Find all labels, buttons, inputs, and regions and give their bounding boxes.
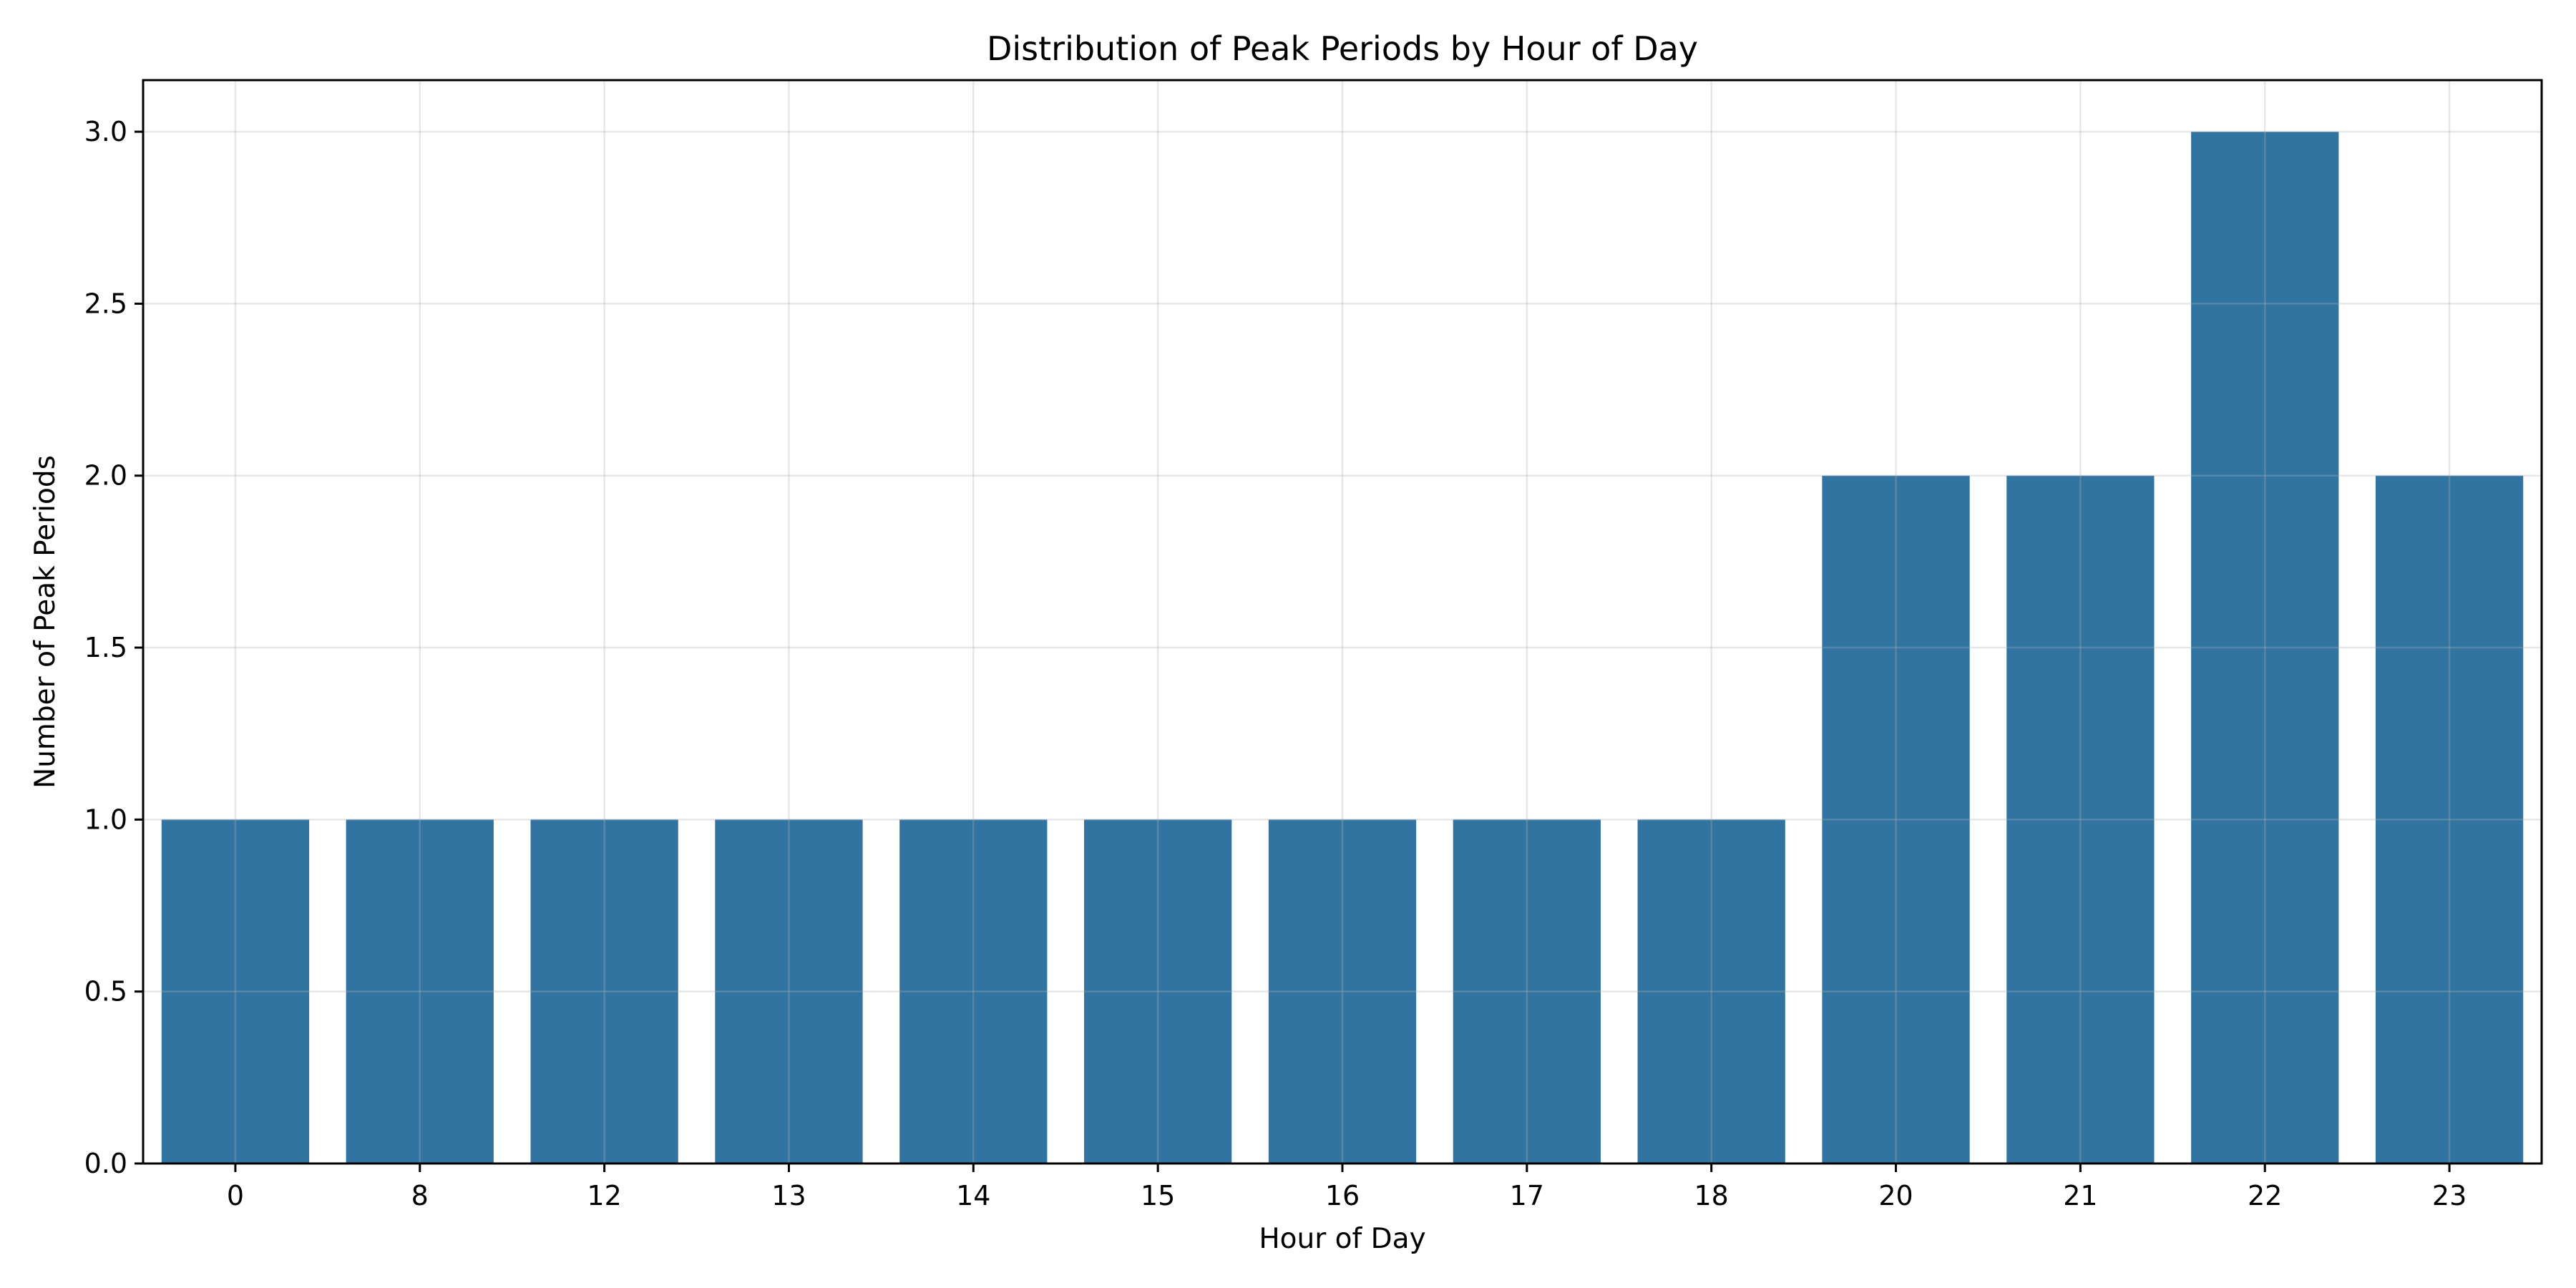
x-tick-label: 8 xyxy=(411,1180,429,1211)
x-tick-label: 20 xyxy=(1878,1180,1913,1211)
x-tick-label: 13 xyxy=(771,1180,806,1211)
bar xyxy=(715,819,863,1163)
y-tick-label: 2.5 xyxy=(84,288,127,319)
x-tick-label: 21 xyxy=(2063,1180,2097,1211)
y-tick-label: 2.0 xyxy=(84,460,127,492)
y-tick-label: 3.0 xyxy=(84,116,127,147)
x-tick-label: 23 xyxy=(2432,1180,2467,1211)
chart-title: Distribution of Peak Periods by Hour of … xyxy=(987,29,1698,68)
y-axis-label: Number of Peak Periods xyxy=(29,455,62,789)
x-tick-label: 15 xyxy=(1141,1180,1175,1211)
x-tick-label: 12 xyxy=(587,1180,621,1211)
x-tick-label: 0 xyxy=(227,1180,244,1211)
bar xyxy=(1822,475,1970,1163)
bar xyxy=(1268,819,1417,1163)
bar xyxy=(2191,132,2339,1164)
bar xyxy=(1637,819,1785,1163)
x-axis-ticks: 0 8 12 13 14 15 16 17 18 20 21 22 23 xyxy=(227,1163,2467,1211)
y-tick-label: 0.5 xyxy=(84,976,127,1008)
bar xyxy=(1084,819,1232,1163)
x-tick-label: 22 xyxy=(2248,1180,2282,1211)
bar xyxy=(2006,475,2155,1163)
bar xyxy=(2375,475,2524,1163)
x-tick-label: 16 xyxy=(1325,1180,1360,1211)
x-axis-label: Hour of Day xyxy=(1259,1223,1425,1255)
bar xyxy=(1453,819,1601,1163)
bar xyxy=(346,819,494,1163)
grid-lines-front xyxy=(143,80,2542,1165)
bars xyxy=(161,132,2524,1164)
y-tick-label: 0.0 xyxy=(84,1148,127,1179)
x-tick-label: 14 xyxy=(956,1180,990,1211)
bar xyxy=(899,819,1048,1163)
bar xyxy=(530,819,678,1163)
x-tick-label: 18 xyxy=(1694,1180,1729,1211)
y-tick-label: 1.0 xyxy=(84,804,127,835)
x-tick-label: 17 xyxy=(1510,1180,1544,1211)
bar xyxy=(161,819,310,1163)
y-axis-ticks: 0.0 0.5 1.0 1.5 2.0 2.5 3.0 xyxy=(84,116,143,1179)
y-tick-label: 1.5 xyxy=(84,632,127,663)
